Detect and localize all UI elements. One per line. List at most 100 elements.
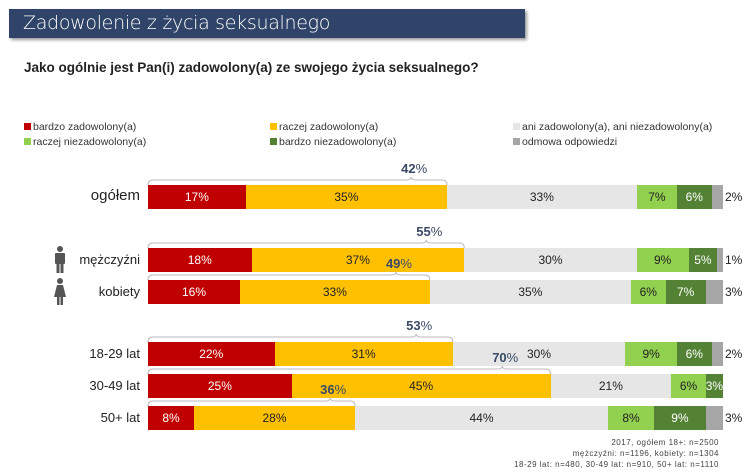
data-label: 6% [679, 379, 698, 393]
legend-item: bardzo zadowolony(a) [24, 121, 136, 133]
legend-item: raczej niezadowolony(a) [24, 136, 146, 148]
bar-segment-3: 9% [625, 342, 677, 366]
bar-segment-1: 31% [274, 342, 453, 366]
bar-segment-3: 6% [671, 374, 706, 398]
row-label: 50+ lat [100, 410, 140, 425]
bar-segment-1: 28% [194, 406, 355, 430]
legend-swatch [270, 138, 277, 145]
data-label: 7% [676, 285, 695, 299]
bar-segment-4: 9% [654, 406, 706, 430]
data-label: 35% [518, 285, 543, 299]
legend-item: odmowa odpowiedzi [513, 136, 617, 148]
row-label: ogółem [90, 187, 140, 204]
legend-swatch [513, 123, 520, 130]
data-label: 33% [322, 285, 347, 299]
data-label: 44% [469, 411, 494, 425]
data-label: 16% [181, 285, 207, 299]
data-label: 7% [648, 190, 666, 204]
brace [147, 271, 431, 281]
data-label: 37% [345, 253, 370, 267]
bar-segment-2: 33% [447, 185, 637, 209]
sum-unit: % [506, 350, 519, 365]
bar-segment-0: 8% [148, 406, 194, 430]
legend-item: ani zadowolony(a), ani niezadowolony(a) [513, 121, 712, 133]
data-label: 9% [653, 253, 672, 267]
data-label: 3% [725, 285, 743, 299]
legend-label: raczej zadowolony(a) [279, 121, 379, 133]
data-label: 9% [642, 347, 660, 361]
sum-label: 55% [416, 224, 442, 239]
legend-label: raczej niezadowolony(a) [33, 136, 147, 148]
bar-segment-2: 30% [452, 342, 626, 366]
data-label: 18% [187, 253, 212, 267]
legend-item: raczej zadowolony(a) [270, 121, 378, 133]
bar-segment-1: 45% [291, 374, 551, 398]
bar-segment-2: 44% [355, 406, 608, 430]
note-line: mężczyźni: n=1196, kobiety: n=1304 [572, 449, 719, 458]
data-label: 9% [671, 411, 689, 425]
bar-segment-0: 17% [148, 185, 246, 209]
bar-segment-4: 6% [677, 342, 712, 366]
brace [147, 333, 454, 343]
data-label: 45% [409, 379, 434, 393]
bar-segment-3: 6% [631, 280, 666, 304]
sum-value: 42 [401, 161, 416, 176]
male-person-icon [55, 246, 65, 273]
data-label: 5% [694, 253, 712, 267]
legend-item: bardzo niezadowolony(a) [270, 136, 396, 148]
data-label: 22% [199, 347, 224, 361]
data-label: 30% [526, 347, 552, 361]
sum-unit: % [400, 256, 412, 271]
brace [147, 239, 465, 249]
legend-swatch [513, 138, 520, 145]
sum-label: 42% [401, 161, 427, 176]
title-bar: Zadowolenie z życia seksualnego [9, 9, 525, 38]
sum-value: 36 [320, 382, 335, 397]
sum-unit: % [334, 382, 347, 397]
row-label: 18-29 lat [89, 346, 140, 361]
data-label: 6% [639, 285, 657, 299]
sum-value: 70 [492, 350, 507, 365]
bar-segment-5 [711, 342, 723, 366]
bar-segment-1: 37% [251, 248, 465, 272]
row-label: 30-49 lat [89, 378, 140, 393]
bar-segment-3: 7% [636, 185, 677, 209]
data-label: 6% [685, 347, 703, 361]
bar-segment-0: 18% [148, 248, 252, 272]
data-label: 2% [725, 190, 743, 204]
row-label: kobiety [98, 284, 140, 299]
bar-segment-5 [717, 248, 723, 272]
legend-swatch [270, 123, 277, 130]
bar-segment-5 [705, 280, 723, 304]
bar-segment-0: 22% [148, 342, 275, 366]
row-label: mężczyźni [79, 252, 140, 267]
sum-value: 49 [385, 256, 401, 271]
bar-segment-3: 9% [636, 248, 689, 272]
note-line: 18-29 lat: n=480, 30-49 lat: n=910, 50+ … [514, 460, 719, 469]
bar-segment-2: 30% [464, 248, 637, 272]
bar-segment-5 [705, 406, 723, 430]
data-label: 17% [184, 190, 209, 204]
brace [147, 176, 448, 186]
data-label: 2% [725, 347, 743, 361]
question-text: Jako ogólnie jest Pan(i) zadowolony(a) z… [24, 60, 479, 75]
data-label: 8% [162, 411, 180, 425]
brace [147, 397, 356, 407]
sample-note: 2017, ogółem 18+: n=2500 mężczyźni: n=11… [514, 437, 719, 470]
data-label: 30% [538, 253, 563, 267]
bar-segment-4: 3% [706, 374, 723, 398]
female-person-icon [54, 278, 66, 305]
slide-title: Zadowolenie z życia seksualnego [23, 12, 331, 34]
data-label: 8% [622, 411, 640, 425]
data-label: 31% [351, 347, 376, 361]
data-label: 6% [685, 190, 703, 204]
bar-segment-1: 33% [240, 280, 430, 304]
data-label: 28% [262, 411, 287, 425]
data-label: 25% [207, 379, 232, 393]
brace [147, 365, 551, 375]
bar-segment-0: 16% [148, 280, 240, 304]
legend-label: odmowa odpowiedzi [522, 136, 618, 148]
legend-label: ani zadowolony(a), ani niezadowolony(a) [522, 121, 713, 133]
legend-swatch [24, 123, 31, 130]
sum-label: 49% [386, 256, 412, 271]
